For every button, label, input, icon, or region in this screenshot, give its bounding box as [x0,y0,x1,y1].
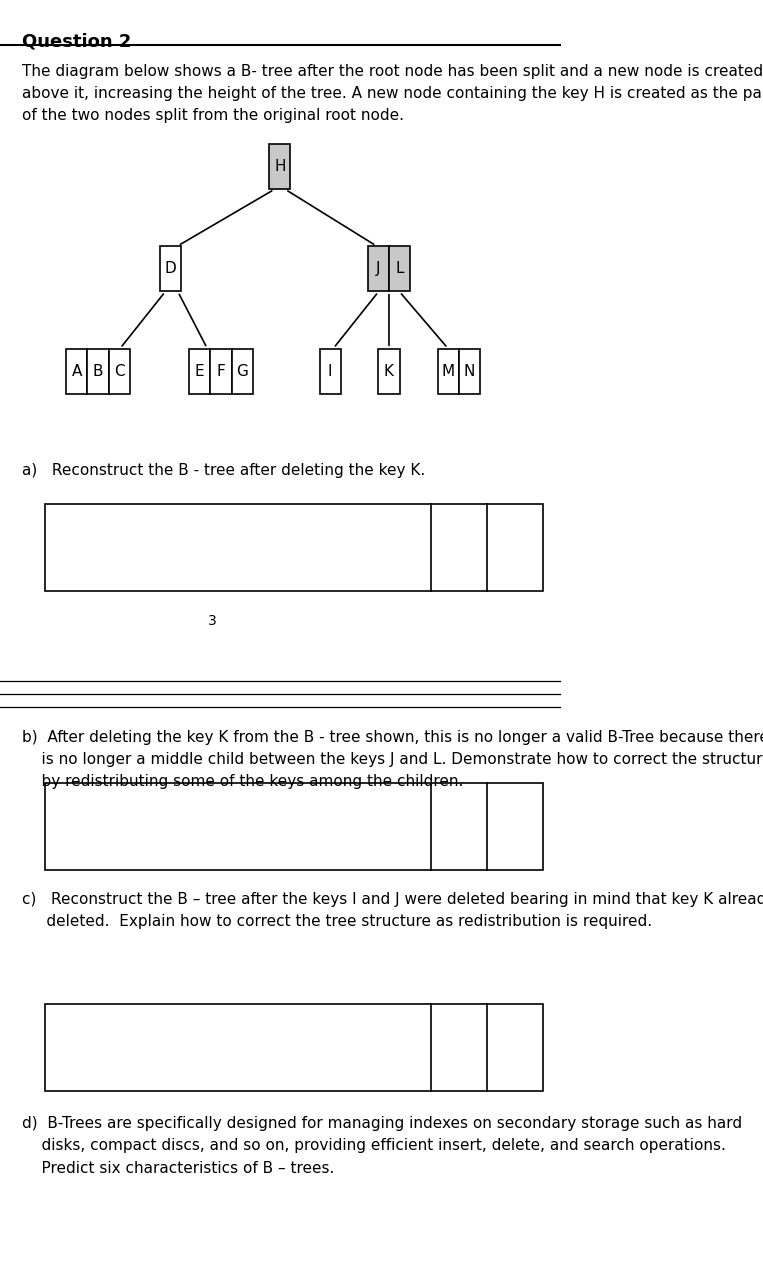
Text: A: A [72,364,82,379]
Text: c)   Reconstruct the B – tree after the keys I and J were deleted bearing in min: c) Reconstruct the B – tree after the ke… [22,892,763,929]
FancyBboxPatch shape [232,348,253,394]
Text: H: H [274,159,285,174]
FancyBboxPatch shape [368,246,389,292]
FancyBboxPatch shape [45,783,543,870]
Text: I: I [328,364,333,379]
FancyBboxPatch shape [45,1004,543,1091]
Text: L: L [395,261,404,276]
Text: b)  After deleting the key K from the B - tree shown, this is no longer a valid : b) After deleting the key K from the B -… [22,730,763,788]
FancyBboxPatch shape [211,348,232,394]
Text: C: C [114,364,124,379]
Text: M: M [442,364,455,379]
FancyBboxPatch shape [459,348,480,394]
Text: B: B [92,364,103,379]
Text: 3: 3 [208,614,217,628]
FancyBboxPatch shape [438,348,459,394]
Text: N: N [464,364,475,379]
FancyBboxPatch shape [269,145,291,189]
FancyBboxPatch shape [389,246,410,292]
Text: Question 2: Question 2 [22,32,132,50]
FancyBboxPatch shape [66,348,87,394]
Text: G: G [237,364,248,379]
FancyBboxPatch shape [320,348,341,394]
Text: K: K [384,364,394,379]
FancyBboxPatch shape [87,348,108,394]
Text: D: D [165,261,176,276]
Text: F: F [217,364,225,379]
Text: d)  B-Trees are specifically designed for managing indexes on secondary storage : d) B-Trees are specifically designed for… [22,1116,742,1175]
Text: J: J [376,261,381,276]
FancyBboxPatch shape [160,246,182,292]
Text: The diagram below shows a B- tree after the root node has been split and a new n: The diagram below shows a B- tree after … [22,64,763,123]
FancyBboxPatch shape [108,348,130,394]
FancyBboxPatch shape [378,348,400,394]
FancyBboxPatch shape [189,348,211,394]
FancyBboxPatch shape [45,504,543,591]
Text: E: E [195,364,204,379]
Text: a)   Reconstruct the B - tree after deleting the key K.: a) Reconstruct the B - tree after deleti… [22,463,426,479]
